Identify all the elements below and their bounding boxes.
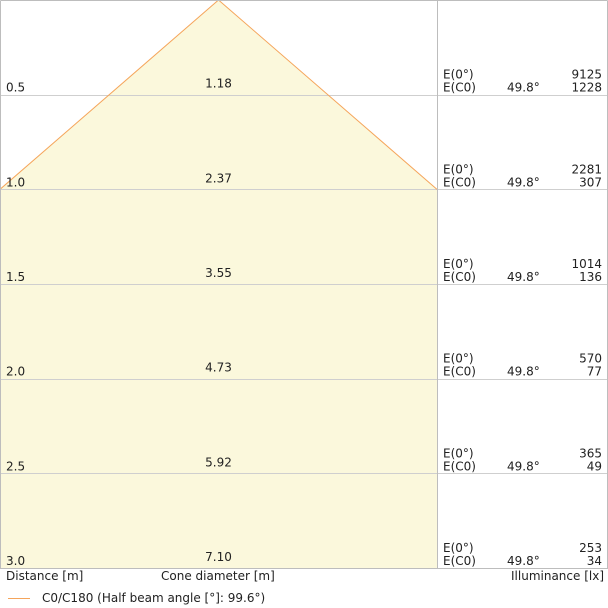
distance-axis-label: Distance [m] [6,569,84,583]
distance-tick-label: 1.0 [6,175,25,189]
cone-diameter-label: 7.10 [205,550,232,564]
e0-row-label: E(0°) [443,68,474,82]
legend: C0/C180 (Half beam angle [°]: 99.6°) [8,590,265,606]
ec0-illuminance-value: 1228 [571,81,602,95]
cone-diameter-axis-label: Cone diameter [m] [161,569,275,583]
cone-diameter-label: 1.18 [205,77,232,91]
angle-label: 49.8° [507,270,540,284]
cone-diameter-label: 3.55 [205,266,232,280]
angle-label: 49.8° [507,554,540,568]
e0-illuminance-value: 9125 [571,68,602,82]
ec0-row-label: E(C0) [443,554,476,568]
angle-label: 49.8° [507,81,540,95]
e0-illuminance-value: 365 [579,446,602,460]
e0-row-label: E(0°) [443,541,474,555]
legend-swatch [8,597,30,599]
ec0-row-label: E(C0) [443,175,476,189]
angle-label: 49.8° [507,175,540,189]
distance-tick-label: 0.5 [6,81,25,95]
ec0-illuminance-value: 136 [579,270,602,284]
gridlines [0,95,608,474]
cone-diameter-label: 4.73 [205,361,232,375]
e0-row-label: E(0°) [443,162,474,176]
distance-tick-label: 2.0 [6,365,25,379]
ec0-row-label: E(C0) [443,365,476,379]
ec0-illuminance-value: 307 [579,175,602,189]
e0-row-label: E(0°) [443,257,474,271]
ec0-row-label: E(C0) [443,459,476,473]
ec0-illuminance-value: 77 [587,365,602,379]
legend-label: C0/C180 (Half beam angle [°]: 99.6°) [42,591,266,605]
e0-illuminance-value: 570 [579,352,602,366]
illuminance-axis-label: Illuminance [lx] [511,569,604,583]
beam-cone-edge [0,0,438,190]
e0-illuminance-value: 1014 [571,257,602,271]
distance-tick-label: 1.5 [6,270,25,284]
ec0-row-label: E(C0) [443,270,476,284]
e0-row-label: E(0°) [443,352,474,366]
angle-label: 49.8° [507,459,540,473]
cone-diameter-label: 5.92 [205,455,232,469]
distance-tick-label: 3.0 [6,554,25,568]
angle-label: 49.8° [507,365,540,379]
ec0-illuminance-value: 34 [587,554,602,568]
e0-illuminance-value: 253 [579,541,602,555]
ec0-row-label: E(C0) [443,81,476,95]
e0-row-label: E(0°) [443,446,474,460]
cone-diameter-label: 2.37 [205,171,232,185]
distance-tick-label: 2.5 [6,459,25,473]
ec0-illuminance-value: 49 [587,459,602,473]
e0-illuminance-value: 2281 [571,162,602,176]
